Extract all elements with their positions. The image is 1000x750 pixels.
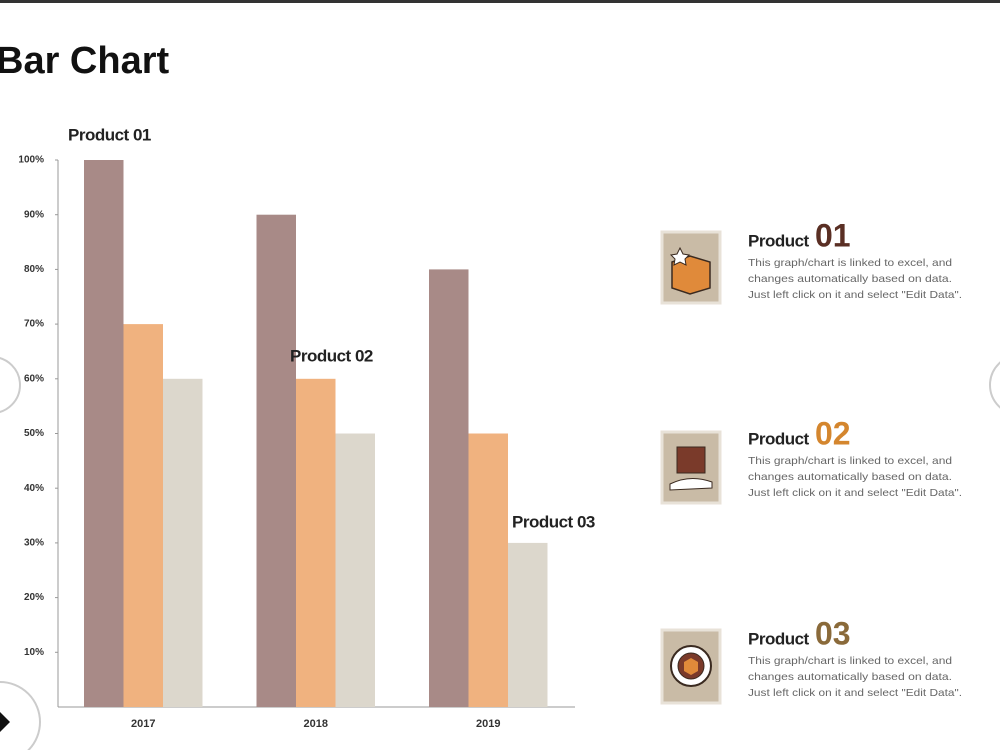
y-tick-label: 90% — [24, 209, 44, 220]
product-description: Just left click on it and select "Edit D… — [748, 687, 962, 699]
y-tick-label: 70% — [24, 319, 44, 330]
y-tick-label: 50% — [24, 428, 44, 439]
product-label: Product — [748, 429, 810, 448]
product-number: 03 — [815, 615, 851, 651]
bar — [296, 378, 336, 707]
bar — [429, 269, 469, 707]
play-icon — [0, 712, 10, 732]
nav-next[interactable] — [989, 355, 1000, 415]
product-label: Product — [748, 629, 810, 648]
product-label: Product — [748, 231, 810, 250]
bar — [84, 160, 124, 707]
bar — [256, 214, 296, 707]
y-tick-label: 80% — [24, 264, 44, 275]
y-tick-label: 60% — [24, 373, 44, 384]
top-border — [0, 0, 1000, 3]
series-label: Product 01 — [68, 125, 151, 144]
product-description: This graph/chart is linked to excel, and — [748, 655, 952, 667]
series-label: Product 02 — [290, 346, 373, 365]
icon-1 — [660, 230, 722, 305]
bar — [123, 324, 163, 707]
x-tick-label: 2019 — [476, 718, 500, 730]
bar — [163, 378, 203, 707]
product-description: changes automatically based on data. — [748, 471, 952, 483]
play-button[interactable] — [0, 681, 41, 750]
series-label: Product 03 — [512, 512, 595, 531]
product-description: Just left click on it and select "Edit D… — [748, 289, 962, 301]
bar — [508, 542, 548, 707]
icon-3 — [660, 628, 722, 705]
nav-prev[interactable] — [0, 357, 21, 413]
bar — [335, 433, 375, 707]
icon-2 — [660, 430, 722, 505]
bar — [468, 433, 508, 707]
product-number: 01 — [815, 217, 851, 253]
y-tick-label: 100% — [18, 155, 44, 166]
product-description: Just left click on it and select "Edit D… — [748, 487, 962, 499]
x-tick-label: 2018 — [304, 718, 328, 730]
y-tick-label: 30% — [24, 538, 44, 549]
product-description: changes automatically based on data. — [748, 671, 952, 683]
product-number: 02 — [815, 415, 851, 451]
product-description: changes automatically based on data. — [748, 273, 952, 285]
product-description: This graph/chart is linked to excel, and — [748, 257, 952, 269]
product-description: This graph/chart is linked to excel, and — [748, 455, 952, 467]
y-tick-label: 10% — [24, 647, 44, 658]
slide-title: Bar Chart — [0, 40, 169, 82]
y-tick-label: 20% — [24, 592, 44, 603]
x-tick-label: 2017 — [131, 718, 155, 730]
y-tick-label: 40% — [24, 483, 44, 494]
